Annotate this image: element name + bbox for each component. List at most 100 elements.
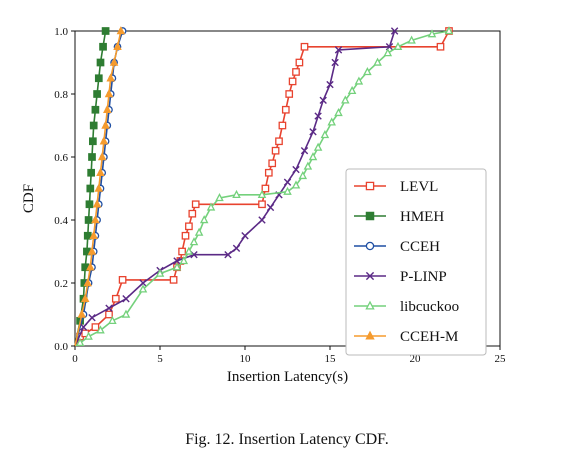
series-libcuckoo [74,26,454,347]
data-point-marker [390,27,399,35]
data-point-marker [266,203,275,212]
series-levl [74,27,453,347]
legend-items: LEVL HMEH CCEH P-LINP libcuckoo CCEH-M [354,179,459,345]
data-point-marker [97,152,107,161]
data-point-marker [139,279,147,287]
data-point-marker [86,184,95,193]
y-axis-label: CDF [21,184,37,213]
x-tick-label: 10 [240,353,252,365]
data-point-marker [283,186,292,195]
data-layer [74,26,454,347]
data-point-marker [258,200,266,209]
legend-item-cceh-m: CCEH-M [354,329,458,345]
data-point-marker [292,68,300,76]
data-point-marker [341,95,350,104]
legend-label: libcuckoo [400,299,459,315]
data-point-marker [106,73,115,82]
data-point-marker [75,337,85,347]
series-p-linp [74,27,399,347]
x-tick-label: 15 [325,353,337,365]
data-point-marker [113,41,122,50]
data-point-marker [232,244,241,253]
data-point-marker [303,161,313,170]
data-point-marker [103,104,112,113]
data-point-marker [444,26,454,35]
data-point-marker [84,331,93,340]
data-point-marker [285,90,294,98]
data-point-marker [271,146,280,155]
data-point-marker [327,117,336,126]
plot-frame [74,30,501,347]
legend-item-levl: LEVL [354,179,438,195]
legend-label: CCEH [400,239,440,255]
legend-item-cceh: CCEH [354,239,440,255]
data-point-marker [96,325,105,334]
data-point-marker [436,42,445,51]
data-point-marker [101,27,110,35]
data-point-marker [92,199,102,208]
data-point-marker [173,257,181,265]
data-point-marker [194,227,204,236]
data-point-marker [96,58,105,67]
legend-label: P-LINP [400,269,447,285]
data-point-marker [206,202,216,211]
legend-box [345,168,487,356]
data-point-marker [111,294,120,303]
data-point-marker [155,268,165,277]
legend-item-hmeh: HMEH [354,209,444,225]
data-point-marker [347,85,357,95]
data-point-marker [89,137,97,146]
data-point-marker [232,189,241,199]
data-point-marker [101,120,110,129]
data-point-marker [283,178,292,186]
legend: LEVL HMEH CCEH P-LINP libcuckoo CCEH-M [345,168,487,356]
data-point-marker [363,67,372,76]
data-point-marker [365,330,375,340]
data-point-marker [319,96,327,104]
data-point-marker [85,200,94,209]
data-point-marker [308,152,318,161]
data-point-marker [99,42,107,51]
data-point-marker [87,246,97,255]
legend-item-p-linp: P-LINP [354,269,447,285]
y-tick-label: 0.0 [54,341,68,353]
data-point-marker [109,57,119,66]
data-point-marker [383,48,393,57]
data-point-marker [264,168,273,177]
data-point-marker [118,275,127,284]
data-point-marker [91,215,100,224]
data-point-marker [191,200,200,209]
axis-ticks: 0 5 10 15 20 25 0.0 0.2 0.4 0.6 0.8 1.0 [54,26,506,365]
data-point-marker [300,42,309,51]
data-point-marker [365,241,375,251]
x-tick-label: 20 [410,353,422,365]
figure-caption: Fig. 12. Insertion Latency CDF. [185,431,389,448]
data-point-marker [365,271,375,281]
data-point-marker [331,58,339,67]
y-tick-label: 1.0 [54,26,68,38]
y-tick-label: 0.6 [54,152,68,164]
legend-item-libcuckoo: libcuckoo [354,299,459,315]
data-point-marker [80,293,90,302]
data-point-marker [83,278,93,287]
data-point-marker [188,209,197,218]
data-point-marker [309,128,317,136]
data-point-marker [172,262,182,271]
data-point-marker [77,309,87,318]
data-point-marker [258,216,266,224]
data-point-marker [121,309,131,318]
data-point-marker [116,26,126,35]
data-point-marker [105,310,113,319]
data-point-marker [291,180,301,189]
data-point-marker [96,167,105,176]
data-point-marker [94,183,104,192]
x-tick-label: 0 [72,353,78,365]
data-point-marker [313,142,323,151]
data-point-marker [86,262,95,271]
data-point-marker [320,130,330,139]
data-point-marker [224,250,232,259]
data-point-marker [89,121,98,130]
data-point-marker [88,153,96,161]
data-point-marker [295,58,304,67]
data-point-marker [334,46,343,54]
